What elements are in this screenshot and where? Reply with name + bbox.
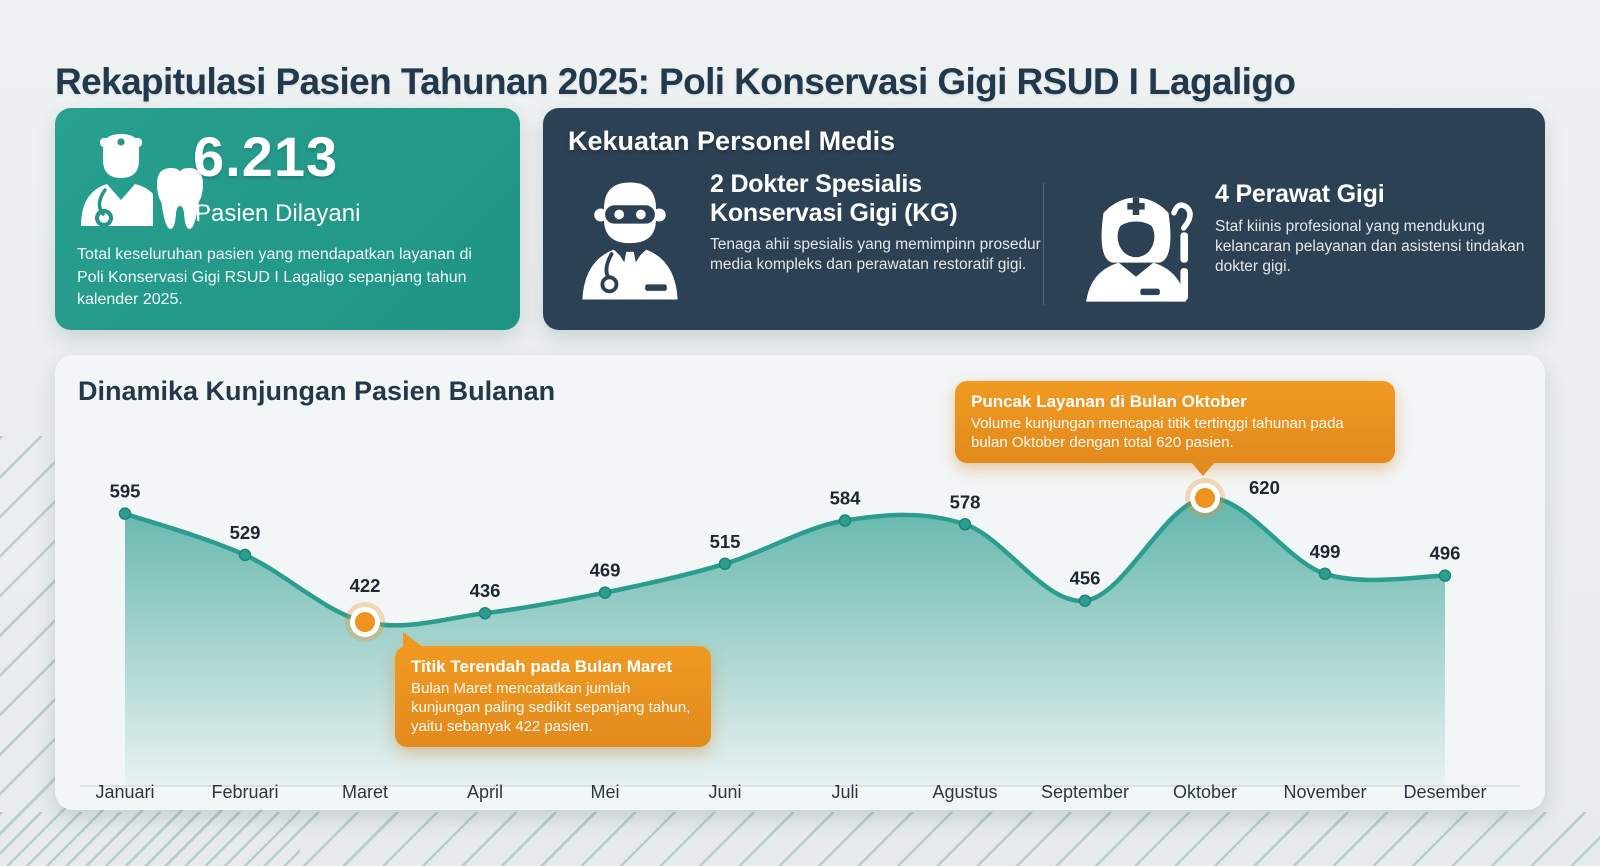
total-patients-label: Pasien Dilayani (195, 200, 361, 227)
data-point (1438, 569, 1452, 582)
data-point-label: 595 (110, 481, 141, 502)
data-point (1078, 594, 1092, 607)
data-point-label: 578 (950, 491, 981, 512)
nurse-item: 4 Perawat Gigi Staf kiinis profesional y… (1215, 180, 1545, 277)
doctor-icon (582, 182, 678, 300)
x-axis-label: Maret (342, 782, 388, 802)
doctor-item-description: Tenaga ahii spesialis yang memimpinn pro… (710, 236, 1041, 274)
doctor-item-title: 2 Dokter Spesialis Konservasi Gigi (KG) (710, 170, 958, 227)
annotation-low-title: Titik Terendah pada Bulan Maret (411, 657, 673, 676)
data-point (238, 548, 252, 562)
data-point-label: 469 (590, 560, 621, 581)
x-axis-label: November (1283, 782, 1366, 802)
data-point (958, 518, 972, 531)
annotation-peak-body: Volume kunjungan mencapai titik tertingg… (971, 415, 1344, 452)
data-point (598, 586, 612, 599)
data-point-label: 496 (1430, 543, 1461, 564)
data-point (478, 606, 492, 620)
x-axis-label: Juli (831, 782, 858, 802)
dentist-tooth-icon (81, 134, 203, 229)
x-axis-label: Juni (708, 782, 741, 802)
background-stripes-bottom (0, 812, 1600, 866)
summary-card: 6.213 Pasien Dilayani Total keseluruhan … (55, 108, 520, 330)
nurse-item-description: Staf kiinis profesional yang mendukung k… (1215, 217, 1525, 275)
x-axis-label: Mei (590, 782, 619, 802)
nurse-item-title: 4 Perawat Gigi (1215, 180, 1385, 208)
chart-card: Dinamika Kunjungan Pasien Bulanan 595 529… (55, 355, 1545, 810)
annotation-low-pointer (403, 632, 423, 647)
data-point (838, 514, 852, 527)
data-point-label: 456 (1070, 568, 1101, 589)
x-axis-label: Oktober (1173, 782, 1237, 802)
x-axis-label: Februari (211, 782, 278, 802)
data-point-label: 529 (230, 522, 261, 543)
page-title: Rekapitulasi Pasien Tahunan 2025: Poli K… (55, 60, 1296, 102)
x-axis-label: Januari (95, 782, 154, 802)
x-axis-label: Desember (1403, 782, 1486, 802)
data-point (718, 557, 732, 571)
total-patients-description: Total keseluruhan pasien yang mendapatka… (77, 246, 472, 309)
personnel-card: Kekuatan Personel Medis 2 Dokter Spesial… (543, 108, 1545, 330)
doctor-item: 2 Dokter Spesialis Konservasi Gigi (KG) … (710, 170, 1045, 275)
total-patients-value: 6.213 (193, 125, 339, 188)
highlight-marker (1195, 488, 1215, 508)
annotation-peak-pointer (1191, 462, 1215, 477)
data-point-label: 620 (1249, 477, 1280, 498)
data-point-label: 422 (350, 575, 381, 596)
data-point (1318, 567, 1332, 581)
data-point (118, 507, 132, 520)
personnel-card-title: Kekuatan Personel Medis (568, 126, 896, 156)
data-point-label: 499 (1310, 541, 1341, 562)
nurse-icon (1086, 197, 1193, 302)
highlight-marker (355, 612, 375, 632)
personnel-divider (1043, 183, 1044, 305)
annotation-low-march: Titik Terendah pada Bulan Maret Bulan Ma… (395, 632, 711, 748)
annotation-peak-october: Puncak Layanan di Bulan Oktober Volume k… (955, 381, 1395, 477)
data-point-label: 584 (830, 488, 862, 509)
annotation-peak-title: Puncak Layanan di Bulan Oktober (971, 392, 1247, 411)
data-point-label: 515 (710, 531, 741, 552)
annotation-low-body: Bulan Maret mencatatkan jumlah kunjungan… (411, 680, 691, 736)
x-axis-label: April (467, 782, 503, 802)
data-point-label: 436 (470, 580, 501, 601)
x-axis-label: September (1041, 782, 1129, 802)
x-axis-label: Agustus (932, 782, 997, 802)
chart-title: Dinamika Kunjungan Pasien Bulanan (78, 376, 556, 406)
